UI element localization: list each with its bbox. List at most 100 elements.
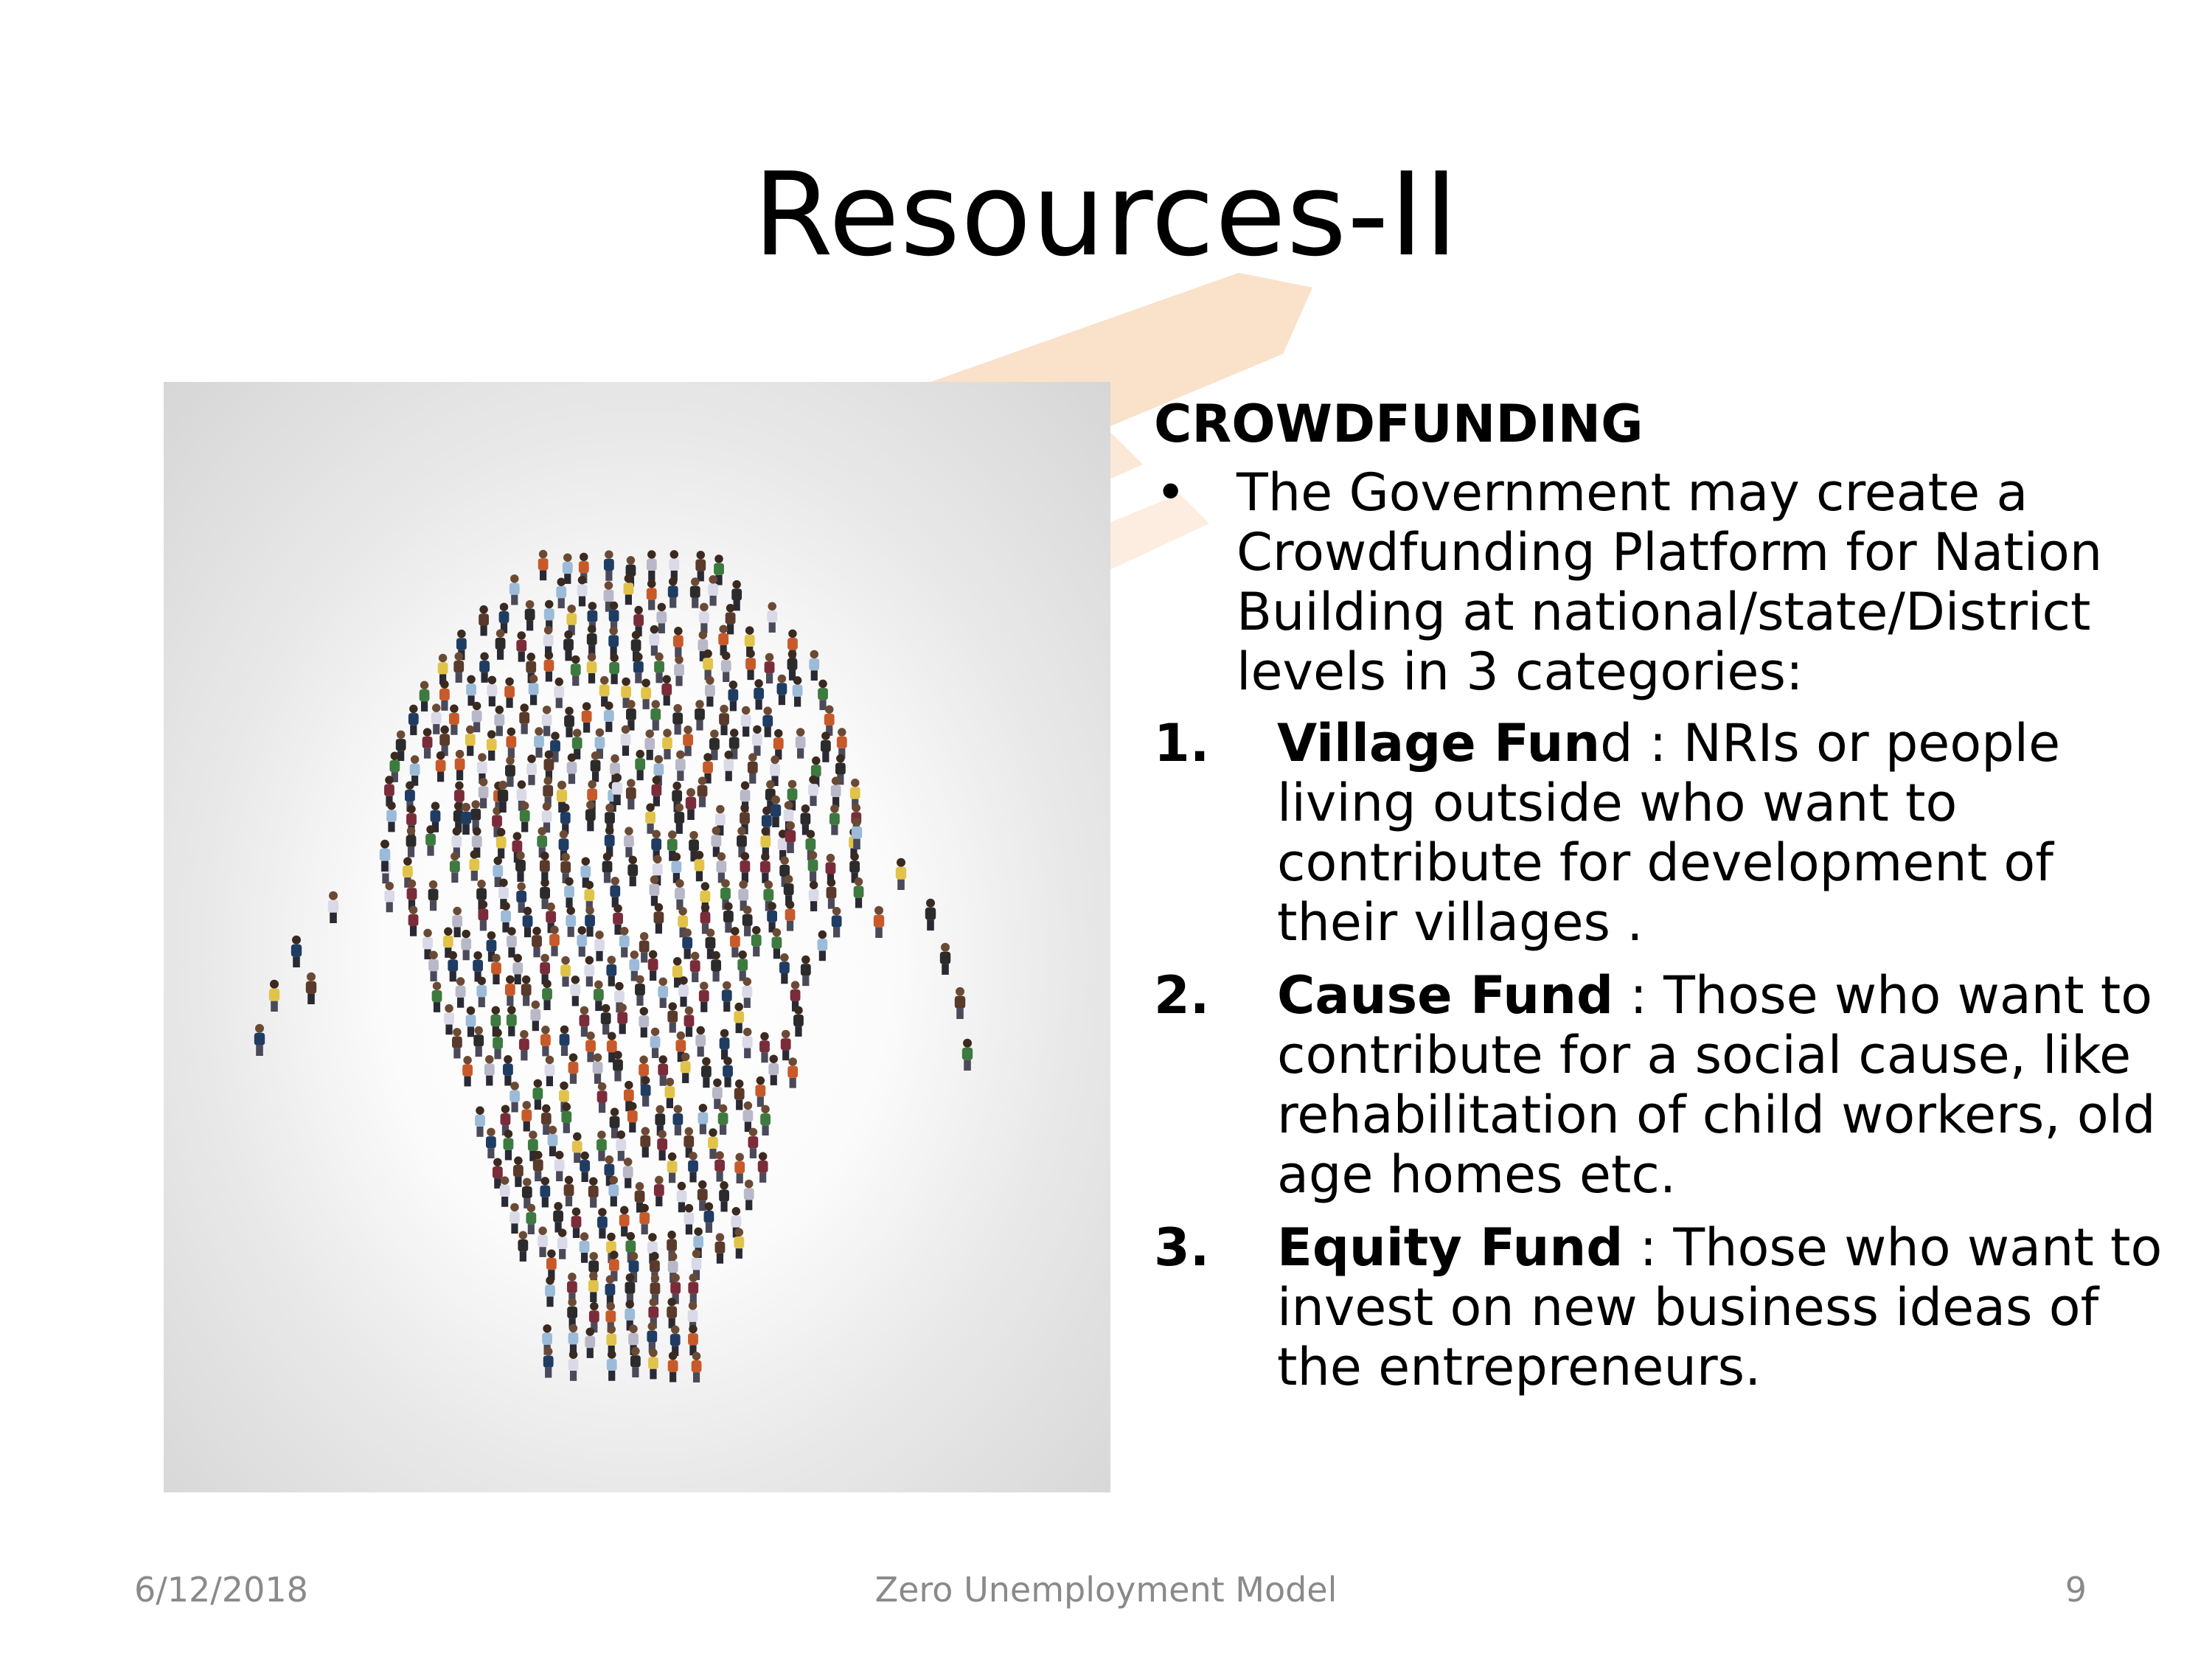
- crowd-person: [627, 1102, 638, 1133]
- crowd-person: [640, 1127, 651, 1158]
- crowd-person: [556, 780, 568, 813]
- crowd-person: [604, 826, 615, 857]
- crowd-person: [650, 1027, 661, 1058]
- crowd-person: [698, 1103, 709, 1135]
- crowd-person: [518, 1029, 529, 1061]
- crowd-person: [540, 953, 551, 984]
- crowd-person: [553, 1202, 563, 1233]
- crowd-person: [639, 1203, 650, 1235]
- crowd-person: [809, 650, 820, 681]
- crowd-person: [675, 1031, 686, 1062]
- crowd-person: [712, 1078, 723, 1110]
- list-item-village-fund: 1. Village Fund : NRIs or people living …: [1154, 714, 2171, 953]
- crowd-person: [609, 1107, 620, 1138]
- section-heading: CROWDFUNDING: [1154, 394, 1644, 454]
- crowd-person: [539, 852, 550, 883]
- list-item-bold: Equity Fund: [1277, 1217, 1624, 1278]
- slide-title: Resources-II: [753, 147, 1459, 282]
- crowd-person: [608, 1175, 619, 1207]
- crowd-person: [697, 1180, 708, 1211]
- crowd-person: [608, 626, 619, 658]
- crowd-person: [691, 1352, 702, 1382]
- content-area: CROWDFUNDING • The Government may create…: [1154, 394, 2171, 1411]
- crowd-person: [593, 980, 604, 1012]
- crowd-person: [585, 800, 596, 832]
- crowd-person: [507, 927, 517, 958]
- crowd-person: [723, 902, 734, 933]
- crowd-person: [613, 1051, 623, 1082]
- crowd-figures: [254, 549, 973, 1382]
- crowd-person: [820, 731, 831, 762]
- crowd-person: [684, 1203, 695, 1235]
- crowd-person: [703, 649, 714, 681]
- crowd-person: [478, 900, 489, 931]
- crowd-person: [563, 630, 574, 661]
- crowd-person: [522, 906, 533, 938]
- crowd-person: [755, 1076, 766, 1107]
- crowd-person: [738, 880, 749, 911]
- crowd-person: [717, 1104, 728, 1135]
- crowd-person: [714, 1151, 725, 1182]
- crowd-person: [836, 728, 847, 759]
- crowd-person: [640, 1076, 651, 1107]
- crowd-person: [672, 957, 683, 988]
- crowd-person: [606, 956, 617, 987]
- crowd-person: [430, 801, 441, 832]
- crowd-person: [449, 852, 460, 883]
- crowd-person: [597, 1130, 607, 1161]
- crowd-person: [895, 858, 907, 890]
- crowd-person: [664, 1077, 675, 1108]
- crowd-person: [807, 851, 818, 882]
- crowd-person: [512, 1156, 524, 1187]
- crowd-person: [586, 625, 597, 655]
- crowd-person: [494, 705, 505, 737]
- crowd-person: [672, 1105, 684, 1135]
- crowd-person: [759, 852, 771, 883]
- crowd-person: [624, 827, 634, 858]
- crowd-person: [785, 821, 796, 853]
- crowd-person: [327, 891, 339, 923]
- crowd-person: [557, 1228, 568, 1259]
- crowd-person: [540, 1026, 551, 1057]
- list-item-text: Cause Fund : Those who want to contribut…: [1277, 966, 2171, 1205]
- crowd-person: [780, 1029, 791, 1061]
- crowd-person: [588, 1177, 599, 1208]
- crowd-person: [672, 703, 684, 735]
- crowd-person: [711, 826, 722, 858]
- crowd-person: [606, 1350, 617, 1381]
- crowd-person: [829, 804, 840, 835]
- crowd-person: [790, 981, 801, 1012]
- crowd-person: [826, 878, 837, 909]
- crowd-person: [676, 1181, 687, 1213]
- crowd-person: [538, 1226, 548, 1257]
- crowd-lightbulb-image: [164, 382, 1110, 1492]
- crowd-person: [571, 1132, 582, 1164]
- crowd-person: [469, 850, 480, 881]
- crowd-person: [627, 855, 639, 887]
- crowd-person: [526, 1203, 537, 1234]
- crowd-person: [512, 953, 524, 985]
- crowd-person: [649, 875, 660, 906]
- crowd-person: [305, 972, 317, 1004]
- crowd-person: [431, 703, 442, 734]
- crowd-person: [685, 787, 697, 820]
- crowd-person: [571, 728, 582, 759]
- list-item-text: Equity Fund : Those who want to invest o…: [1277, 1218, 2171, 1397]
- crowd-person: [626, 700, 636, 731]
- crowd-person: [675, 879, 685, 910]
- crowd-person: [566, 906, 577, 937]
- crowd-person: [568, 1053, 579, 1084]
- crowd-person: [597, 1082, 608, 1113]
- crowd-person: [554, 1150, 565, 1182]
- crowd-person: [669, 550, 680, 581]
- crowd-person: [515, 851, 526, 882]
- crowd-person: [395, 730, 406, 761]
- crowd-person: [454, 749, 465, 781]
- crowd-person: [499, 1176, 510, 1207]
- crowd-person: [800, 955, 811, 987]
- crowd-person: [650, 700, 661, 731]
- crowd-person: [538, 549, 549, 581]
- crowd-person: [599, 675, 610, 707]
- crowd-person: [504, 975, 515, 1006]
- crowd-person: [703, 1202, 714, 1233]
